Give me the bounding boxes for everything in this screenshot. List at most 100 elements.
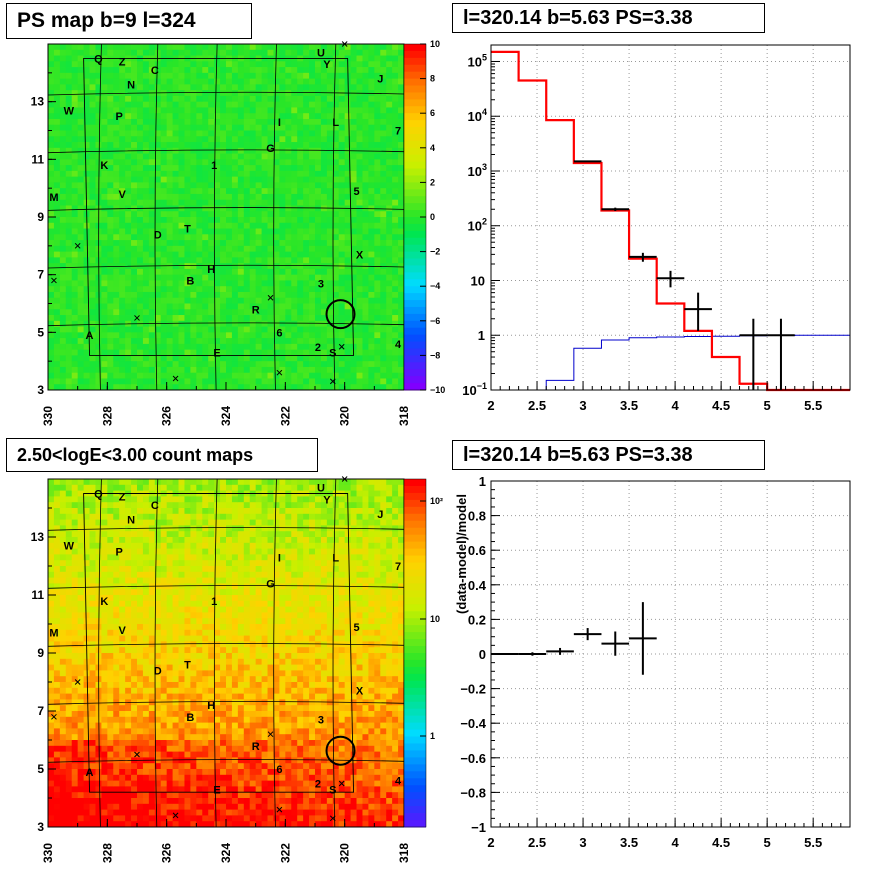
heatmap-cell xyxy=(315,274,322,281)
heatmap-cell xyxy=(297,274,304,281)
heatmap-cell xyxy=(380,113,387,120)
heatmap-cell xyxy=(142,624,150,631)
heatmap-cell xyxy=(196,320,203,327)
heatmap-cell xyxy=(48,147,55,154)
heatmap-cell xyxy=(65,519,73,526)
heatmap-cell xyxy=(237,274,245,281)
heatmap-cell xyxy=(184,72,191,79)
heatmap-cell xyxy=(398,67,405,74)
heatmap-cell xyxy=(309,315,316,322)
heatmap-cell xyxy=(172,153,179,160)
heatmap-cell xyxy=(83,95,90,103)
heatmap-cell xyxy=(279,280,286,287)
heatmap-cell xyxy=(154,240,162,247)
y-tick-label: 11 xyxy=(31,152,44,166)
heatmap-cell xyxy=(65,361,73,368)
heatmap-cell xyxy=(154,147,162,154)
heatmap-cell xyxy=(285,101,292,108)
colorbar-cell xyxy=(404,50,426,59)
heatmap-cell xyxy=(89,274,96,281)
heatmap-cell xyxy=(48,566,55,573)
heatmap-cell xyxy=(113,193,120,201)
heatmap-cell xyxy=(77,303,84,310)
heatmap-cell xyxy=(59,792,67,799)
heatmap-cell xyxy=(131,228,138,235)
heatmap-cell xyxy=(113,199,120,206)
heatmap-cell xyxy=(350,384,357,391)
heatmap-cell xyxy=(243,205,251,212)
heatmap-cell xyxy=(279,320,286,327)
heatmap-cell xyxy=(398,361,405,368)
heatmap-cell xyxy=(53,786,61,793)
heatmap-cell xyxy=(160,751,168,758)
heatmap-cell xyxy=(83,479,90,486)
heatmap-cell xyxy=(107,303,114,310)
heatmap-cell xyxy=(297,320,304,327)
heatmap-cell xyxy=(125,67,132,74)
heatmap-cell xyxy=(309,95,316,103)
heatmap-cell xyxy=(326,113,334,120)
heatmap-cell xyxy=(178,44,185,51)
heatmap-cell xyxy=(285,297,292,304)
heatmap-cell xyxy=(237,263,245,270)
heatmap-cell xyxy=(48,589,55,596)
heatmap-cell xyxy=(178,228,185,235)
heatmap-cell xyxy=(53,124,61,131)
heatmap-cell xyxy=(267,268,274,276)
heatmap-cell xyxy=(326,95,334,103)
heatmap-cell xyxy=(332,315,340,322)
heatmap-cell xyxy=(71,803,79,810)
heatmap-cell xyxy=(137,803,144,810)
heatmap-cell xyxy=(48,583,55,590)
heatmap-cell xyxy=(137,728,144,735)
heatmap-cell xyxy=(59,193,67,201)
heatmap-cell xyxy=(214,326,221,333)
heatmap-cell xyxy=(196,130,203,137)
heatmap-cell xyxy=(291,61,298,68)
heatmap-cell xyxy=(71,124,79,131)
heatmap-cell xyxy=(119,84,126,91)
heatmap-cell xyxy=(95,84,102,91)
heatmap-cell xyxy=(77,479,84,486)
heatmap-cell xyxy=(208,263,215,270)
heatmap-cell xyxy=(303,378,310,385)
heatmap-cell xyxy=(208,211,215,218)
heatmap-cell xyxy=(267,159,274,166)
heatmap-cell xyxy=(160,297,168,304)
heatmap-cell xyxy=(101,44,108,51)
heatmap-cell xyxy=(231,176,239,183)
colorbar-cell xyxy=(404,244,426,253)
heatmap-cell xyxy=(261,366,268,374)
heatmap-cell xyxy=(65,780,73,787)
heatmap-cell xyxy=(160,107,168,114)
heatmap-cell xyxy=(338,372,346,379)
heatmap-cell xyxy=(154,525,162,532)
heatmap-cell xyxy=(374,309,381,316)
heatmap-cell xyxy=(95,315,102,322)
heatmap-cell xyxy=(297,165,304,172)
heatmap-cell xyxy=(237,332,245,339)
heatmap-cell xyxy=(320,153,328,160)
heatmap-cell xyxy=(392,118,399,126)
heatmap-cell xyxy=(184,61,191,68)
heatmap-cell xyxy=(77,286,84,293)
heatmap-cell xyxy=(83,326,90,333)
heatmap-cell xyxy=(398,199,405,206)
heatmap-cell xyxy=(326,251,334,258)
heatmap-cell xyxy=(309,142,316,149)
heatmap-cell xyxy=(226,49,233,56)
heatmap-cell xyxy=(220,107,227,114)
heatmap-cell xyxy=(160,142,168,149)
heatmap-cell xyxy=(113,95,120,103)
heatmap-cell xyxy=(160,583,168,590)
heatmap-cell xyxy=(315,378,322,385)
heatmap-cell xyxy=(166,90,173,97)
heatmap-cell xyxy=(119,170,126,178)
heatmap-cell xyxy=(303,234,310,241)
heatmap-cell xyxy=(172,280,179,287)
heatmap-cell xyxy=(255,205,262,212)
heatmap-cell xyxy=(77,803,84,810)
heatmap-cell xyxy=(148,315,156,322)
heatmap-cell xyxy=(208,95,215,103)
heatmap-cell xyxy=(273,101,280,108)
